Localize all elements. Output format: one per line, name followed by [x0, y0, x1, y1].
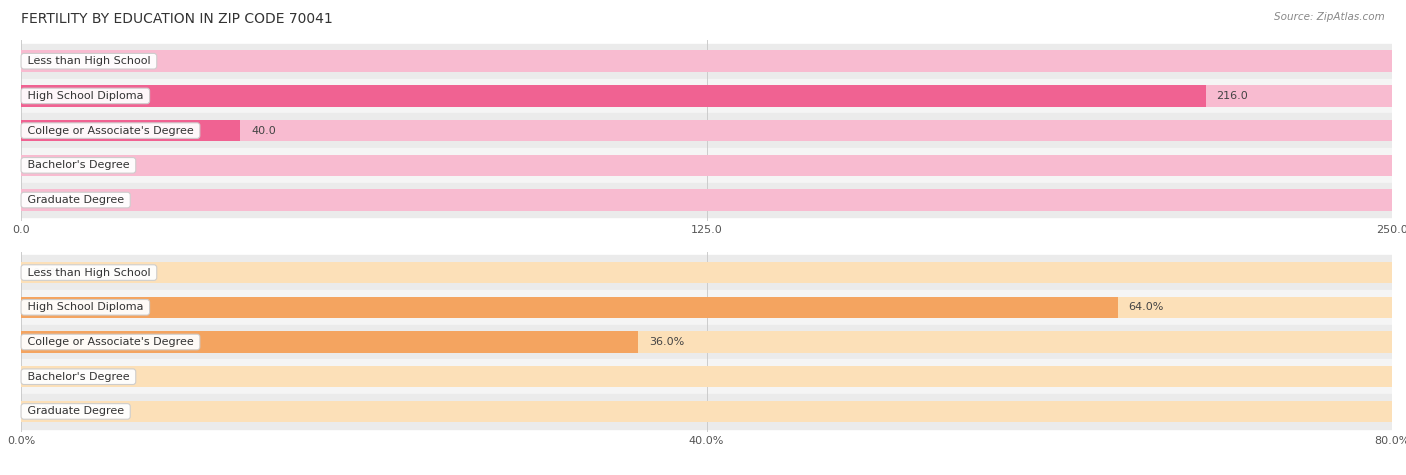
- Bar: [21, 296, 1392, 318]
- Text: Graduate Degree: Graduate Degree: [24, 195, 128, 205]
- Text: 0.0: 0.0: [32, 195, 49, 205]
- Bar: [21, 262, 1392, 283]
- Bar: [21, 331, 638, 353]
- Text: Bachelor's Degree: Bachelor's Degree: [24, 372, 134, 382]
- Bar: [21, 148, 1392, 183]
- Text: College or Associate's Degree: College or Associate's Degree: [24, 125, 197, 136]
- Bar: [21, 113, 1392, 148]
- Text: Less than High School: Less than High School: [24, 267, 153, 277]
- Bar: [21, 255, 1392, 290]
- Bar: [21, 360, 1392, 394]
- Bar: [21, 44, 1392, 78]
- Bar: [21, 78, 1392, 113]
- Bar: [21, 183, 1392, 218]
- Text: Graduate Degree: Graduate Degree: [24, 407, 128, 417]
- Text: High School Diploma: High School Diploma: [24, 91, 146, 101]
- Text: 0.0%: 0.0%: [32, 372, 60, 382]
- Bar: [21, 154, 1392, 176]
- Bar: [21, 296, 1118, 318]
- Text: College or Associate's Degree: College or Associate's Degree: [24, 337, 197, 347]
- Bar: [21, 401, 1392, 422]
- Text: 40.0: 40.0: [252, 125, 276, 136]
- Text: High School Diploma: High School Diploma: [24, 302, 146, 312]
- Text: 0.0%: 0.0%: [32, 407, 60, 417]
- Bar: [21, 85, 1205, 107]
- Bar: [21, 120, 240, 142]
- Bar: [21, 331, 1392, 353]
- Bar: [21, 85, 1392, 107]
- Text: Less than High School: Less than High School: [24, 56, 153, 66]
- Text: 0.0%: 0.0%: [32, 267, 60, 277]
- Bar: [21, 120, 1392, 142]
- Text: 64.0%: 64.0%: [1129, 302, 1164, 312]
- Text: Source: ZipAtlas.com: Source: ZipAtlas.com: [1274, 12, 1385, 22]
- Bar: [21, 190, 1392, 211]
- Text: Bachelor's Degree: Bachelor's Degree: [24, 161, 134, 171]
- Text: 0.0: 0.0: [32, 56, 49, 66]
- Bar: [21, 50, 1392, 72]
- Bar: [21, 366, 1392, 388]
- Text: 216.0: 216.0: [1216, 91, 1249, 101]
- Bar: [21, 290, 1392, 324]
- Bar: [21, 324, 1392, 360]
- Text: 0.0: 0.0: [32, 161, 49, 171]
- Text: 36.0%: 36.0%: [650, 337, 685, 347]
- Bar: [21, 394, 1392, 429]
- Text: FERTILITY BY EDUCATION IN ZIP CODE 70041: FERTILITY BY EDUCATION IN ZIP CODE 70041: [21, 12, 333, 26]
